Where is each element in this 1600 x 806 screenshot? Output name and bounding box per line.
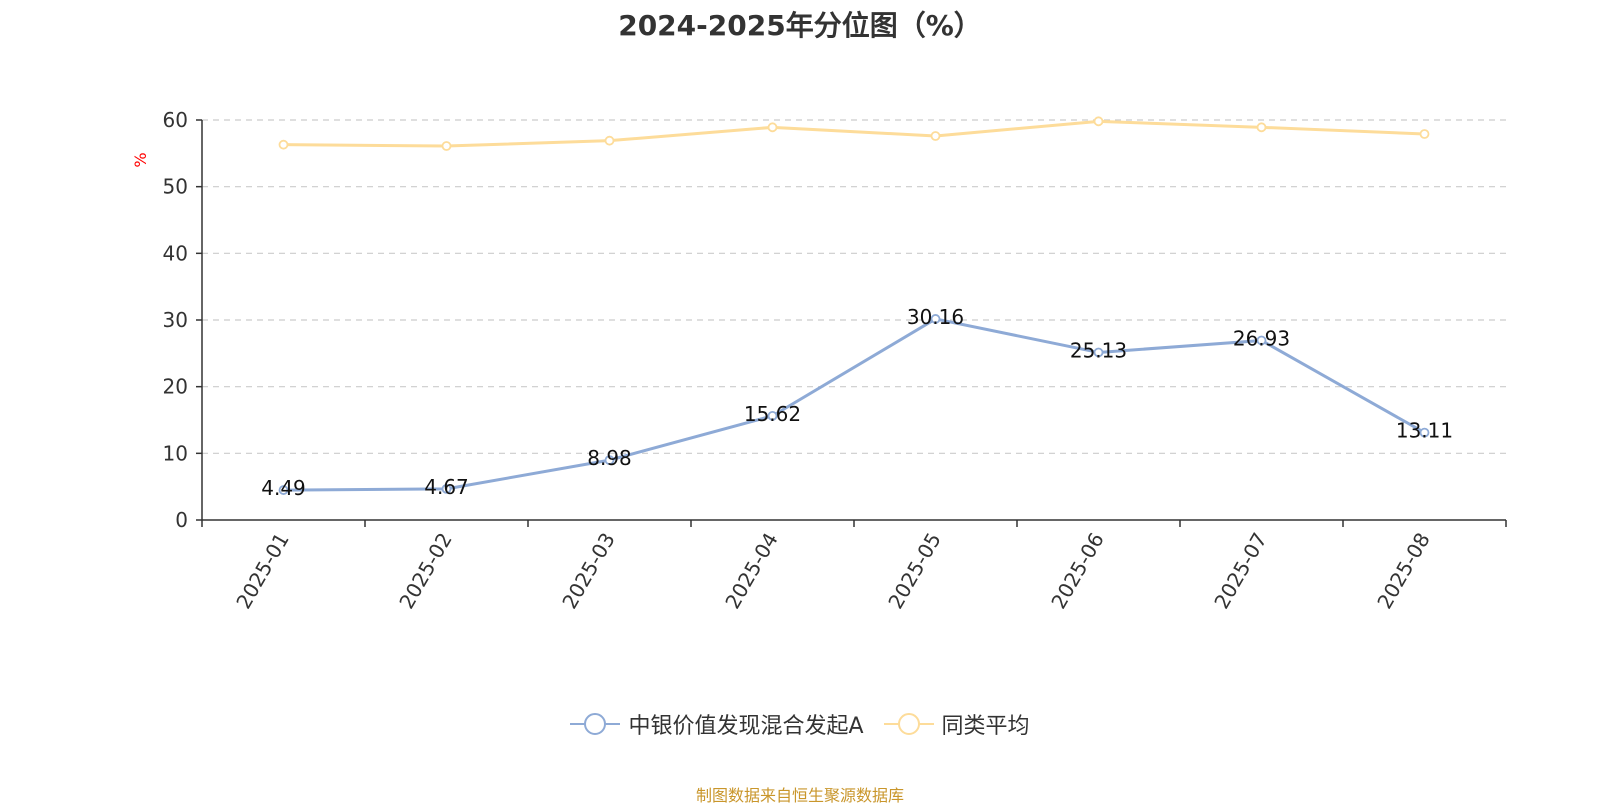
series-line xyxy=(283,119,1425,148)
x-tick-label: 2025-06 xyxy=(1046,529,1109,613)
y-tick-label: 50 xyxy=(163,175,188,199)
data-point xyxy=(604,135,615,146)
legend-label: 中银价值发现混合发起A xyxy=(628,714,864,739)
x-tick-label: 2025-04 xyxy=(720,529,783,613)
y-tick-label: 30 xyxy=(163,308,188,332)
data-label: 25.13 xyxy=(1070,338,1127,362)
legend-marker-icon xyxy=(570,713,621,735)
data-point xyxy=(767,410,778,421)
data-point xyxy=(441,483,452,494)
data-label: 26.93 xyxy=(1233,326,1290,350)
legend-item[interactable]: 同类平均 xyxy=(883,708,1030,740)
x-tick-label: 2025-03 xyxy=(557,529,620,613)
y-tick-label: 40 xyxy=(163,241,188,265)
data-point xyxy=(1256,122,1267,133)
data-label: 13.11 xyxy=(1396,419,1453,443)
data-point xyxy=(930,314,941,324)
data-point xyxy=(604,455,615,466)
x-tick-label: 2025-05 xyxy=(883,529,946,613)
legend-item[interactable]: 中银价值发现混合发起A xyxy=(570,708,864,740)
data-point xyxy=(278,139,289,150)
data-point xyxy=(1256,335,1267,346)
data-point xyxy=(441,141,452,151)
legend-label: 同类平均 xyxy=(941,714,1030,739)
data-point xyxy=(1419,427,1430,438)
data-label: 30.16 xyxy=(907,305,964,329)
y-tick-label: 10 xyxy=(163,441,188,465)
x-tick-label: 2025-02 xyxy=(394,529,457,613)
y-axis-label: % xyxy=(131,152,150,167)
data-point xyxy=(1093,116,1104,127)
data-label: 4.49 xyxy=(261,476,306,500)
data-point xyxy=(1419,129,1430,139)
data-point xyxy=(1093,347,1104,358)
legend: 中银价值发现混合发起A 同类平均 xyxy=(0,708,1600,743)
x-tick-label: 2025-07 xyxy=(1209,529,1272,613)
grid-layer xyxy=(202,119,1506,454)
x-tick-label: 2025-08 xyxy=(1372,529,1435,613)
data-label: 4.67 xyxy=(424,475,469,499)
series-layer xyxy=(278,116,1430,495)
chart-title: 2024-2025年分位图（%） xyxy=(618,9,982,42)
line-chart: 0 10 20 30 40 50 60% 2025-01 2025-02 2025-03 2025-… xyxy=(131,108,1507,613)
data-point xyxy=(278,485,289,495)
data-point xyxy=(930,131,941,141)
y-tick-label: 60 xyxy=(163,108,188,132)
data-label: 8.98 xyxy=(587,446,632,470)
data-label: 15.62 xyxy=(744,402,801,426)
series-line xyxy=(283,317,1426,492)
data-point xyxy=(767,122,778,133)
y-tick-label: 20 xyxy=(163,375,188,399)
x-tick-label: 2025-01 xyxy=(231,529,294,613)
source-note: 制图数据来自恒生聚源数据库 xyxy=(695,786,904,805)
legend-marker-icon xyxy=(883,713,934,735)
label-layer: 4.49 4.67 8.98 15.62 30.16 25.13 26.93 13.11 xyxy=(261,305,1453,500)
y-tick-label: 0 xyxy=(175,508,188,532)
